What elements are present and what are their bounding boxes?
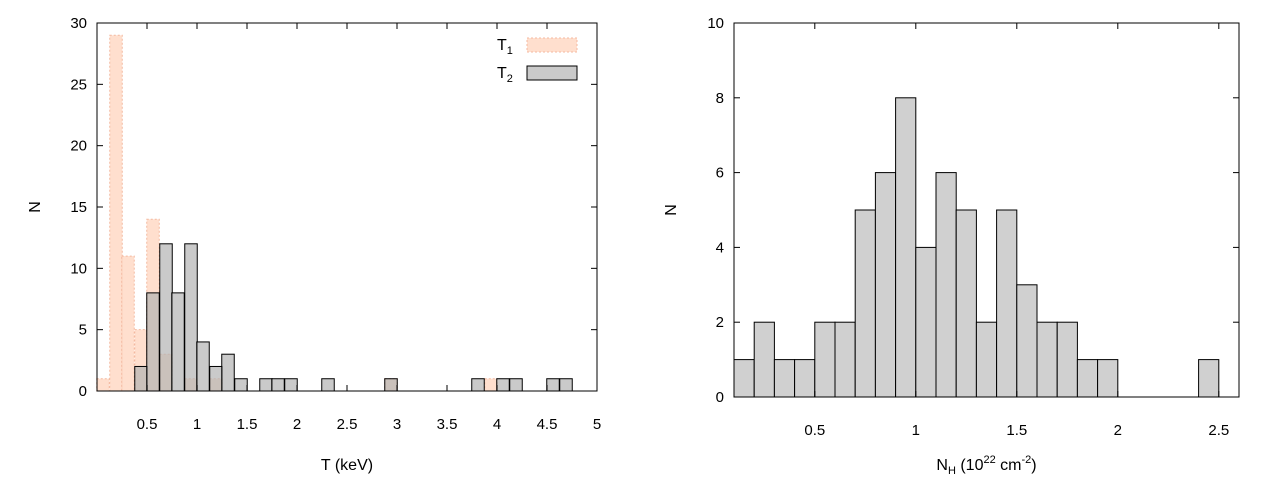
x-axis-label: T (keV) (321, 457, 373, 474)
x-tick-label: 3 (393, 416, 401, 433)
y-tick-label: 20 (70, 138, 87, 155)
legend-swatch-series1 (526, 37, 578, 53)
bar-series2-bin-3 (171, 292, 185, 392)
y-axis-label: N (27, 201, 44, 213)
x-tick-label: 2 (293, 416, 301, 433)
y-tick-label: 2 (716, 314, 724, 331)
bar-series1-bin-15 (1036, 321, 1058, 398)
bar-series1-bin-9 (915, 246, 937, 398)
x-axis-label-end: ) (1031, 457, 1036, 474)
legend-label-series1: T1 (497, 37, 513, 57)
x-tick-label: 4.5 (537, 416, 558, 433)
bar-series2-bin-4 (184, 243, 198, 392)
x-tick-label: 4 (493, 416, 501, 433)
bar-series1-bin-4 (814, 321, 836, 398)
x-tick-label: 0.5 (804, 422, 825, 439)
bar-series1-bin-2 (121, 255, 135, 392)
bar-series2-bin-1 (146, 292, 160, 392)
bar-series1-bin-0 (733, 359, 755, 398)
bar-series1-bin-16 (1056, 321, 1078, 398)
plot-frame (733, 22, 1240, 398)
bar-series2-bin-6 (209, 365, 223, 392)
bar-series1-bin-19 (1198, 359, 1220, 398)
y-tick-label: 10 (70, 260, 87, 277)
x-axis-label-main: N (936, 457, 948, 474)
x-tick-label: 5 (593, 416, 601, 433)
bar-series1-bin-18 (1097, 359, 1119, 398)
x-axis-label-sub: H (948, 465, 956, 477)
legend-label-series2: T2 (497, 65, 513, 85)
bar-series1-bin-7 (874, 172, 897, 398)
bar-series2-bin-12 (321, 378, 335, 392)
bar-series1-bin-8 (895, 97, 917, 398)
y-tick-label: 10 (707, 15, 724, 32)
bar-series1-bin-9 (484, 378, 498, 392)
bar-series1-bin-2 (773, 359, 796, 398)
y-tick-label: 30 (70, 15, 87, 32)
bar-series2-bin-17 (546, 378, 560, 392)
x-tick-label: 1.5 (237, 416, 258, 433)
y-tick-label: 0 (79, 383, 87, 400)
bar-series1-bin-17 (1076, 359, 1099, 398)
bars-layer (733, 97, 1220, 398)
x-axis-label-mid: cm (996, 457, 1022, 474)
bar-series2-bin-5 (196, 341, 210, 392)
y-tick-label: 0 (716, 389, 724, 406)
bar-series1-bin-5 (834, 321, 856, 398)
x-tick-label: 1 (912, 422, 920, 439)
y-tick-label: 15 (70, 199, 87, 216)
chart-temperature-histogram: 0.5 1 1.5 2 2.5 3 3.5 4 4.5 5 0 5 10 15 20 25 30 T (keV)… (27, 15, 601, 474)
x-tick-label: 2 (1114, 422, 1122, 439)
y-axis-label: N (663, 204, 680, 216)
x-tick-label: 3.5 (437, 416, 458, 433)
ticks-layer: 0.5 1 1.5 2 2.5 3 3.5 4 4.5 5 0 5 10 15 20 25 30 (70, 15, 601, 433)
bar-series2-bin-2 (159, 243, 173, 392)
bar-series2-bin-9 (259, 378, 273, 392)
x-tick-label: 1.5 (1006, 422, 1027, 439)
bar-series1-bin-1 (753, 321, 775, 398)
bar-series2-bin-10 (271, 378, 285, 392)
bar-series2-bin-18 (559, 378, 573, 392)
x-tick-label: 0.5 (137, 416, 158, 433)
bar-series1-bin-0 (96, 378, 110, 392)
x-axis-label-sup1: 22 (983, 454, 995, 466)
legend-swatch-series2 (526, 65, 578, 81)
bar-series2-bin-11 (284, 378, 298, 392)
y-tick-label: 5 (79, 322, 87, 339)
x-tick-label: 2.5 (1208, 422, 1229, 439)
x-tick-label: 1 (193, 416, 201, 433)
bar-series2-bin-14 (471, 378, 485, 392)
x-axis-label-sup2: -2 (1022, 454, 1032, 466)
bar-series2-bin-16 (509, 378, 523, 392)
x-axis-label: NH (1022 cm-2) (936, 454, 1036, 477)
x-axis-label-prefix: (10 (956, 457, 984, 474)
y-tick-label: 8 (716, 90, 724, 107)
y-tick-label: 25 (70, 76, 87, 93)
bar-series1-bin-14 (1016, 284, 1038, 398)
bar-series1-bin-10 (935, 172, 957, 398)
y-tick-label: 6 (716, 165, 724, 182)
y-tick-label: 4 (716, 239, 724, 256)
x-tick-label: 2.5 (337, 416, 358, 433)
bar-series2-bin-8 (234, 378, 248, 392)
bar-series2-bin-13 (384, 378, 398, 392)
bar-series1-bin-1 (109, 34, 123, 392)
bar-series2-bin-0 (134, 365, 148, 392)
ticks-layer: 0.5 1 1.5 2 2.5 0 2 4 6 8 10 (707, 15, 1239, 439)
bar-series2-bin-15 (496, 378, 510, 392)
bar-series1-bin-6 (854, 209, 876, 398)
bar-series1-bin-13 (996, 209, 1018, 398)
bar-series1-bin-11 (955, 209, 977, 398)
bar-series2-bin-7 (221, 353, 235, 392)
bars-layer (96, 34, 573, 392)
bar-series1-bin-3 (794, 359, 816, 398)
bar-series1-bin-12 (975, 321, 998, 398)
